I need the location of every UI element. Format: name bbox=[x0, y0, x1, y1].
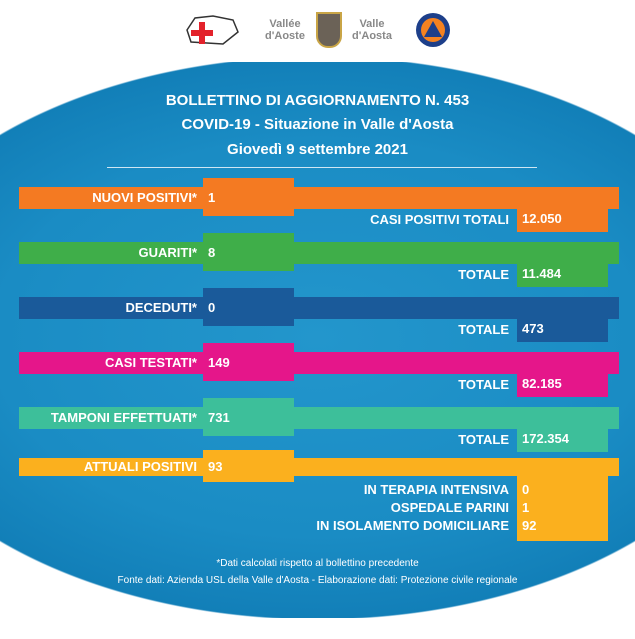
value-box bbox=[203, 178, 294, 216]
detail-value: 0 bbox=[522, 482, 530, 497]
total-box bbox=[517, 207, 608, 232]
detail-label: IN ISOLAMENTO DOMICILIARE bbox=[316, 518, 509, 533]
row-bar bbox=[19, 242, 619, 264]
row-label: GUARITI* bbox=[138, 245, 198, 260]
row-bar bbox=[19, 407, 619, 429]
row-bar bbox=[19, 458, 619, 476]
value-box bbox=[203, 343, 294, 381]
civil-protection-icon bbox=[415, 12, 451, 50]
value-box bbox=[203, 233, 294, 271]
row-bar bbox=[19, 352, 619, 374]
detail-value: 1 bbox=[522, 500, 530, 515]
logo-bar: Vallée d'Aoste Valle d'Aosta bbox=[0, 0, 635, 62]
detail-label: OSPEDALE PARINI bbox=[390, 500, 509, 515]
vda-it-logo: Valle d'Aosta bbox=[342, 18, 402, 42]
footnote: *Dati calcolati rispetto al bollettino p… bbox=[216, 558, 419, 569]
detail-label: IN TERAPIA INTENSIVA bbox=[363, 482, 509, 497]
row-value: 0 bbox=[208, 300, 216, 315]
value-box bbox=[203, 450, 294, 482]
coat-of-arms-icon bbox=[316, 12, 342, 48]
total-label: TOTALE bbox=[458, 432, 509, 447]
total-value: 11.484 bbox=[522, 266, 562, 281]
row-value: 731 bbox=[208, 410, 230, 425]
source-note: Fonte dati: Azienda USL della Valle d'Ao… bbox=[117, 575, 518, 586]
total-value: 12.050 bbox=[522, 211, 562, 226]
row-value: 1 bbox=[208, 190, 216, 205]
detail-box bbox=[517, 474, 608, 541]
logo-text: Valle d'Aosta bbox=[352, 18, 392, 42]
logo-text: Vallée d'Aoste bbox=[265, 18, 305, 42]
row-bar bbox=[19, 187, 619, 209]
detail-value: 92 bbox=[522, 518, 537, 533]
usl-logo bbox=[183, 10, 243, 48]
total-value: 172.354 bbox=[522, 431, 569, 446]
vda-fr-logo: Vallée d'Aoste bbox=[255, 18, 315, 42]
attuali-value: 93 bbox=[208, 459, 223, 474]
row-label: NUOVI POSITIVI* bbox=[92, 190, 197, 205]
total-box bbox=[517, 372, 608, 397]
total-box bbox=[517, 317, 608, 342]
row-bar bbox=[19, 297, 619, 319]
row-label: CASI TESTATI* bbox=[105, 355, 197, 370]
total-label: CASI POSITIVI TOTALI bbox=[370, 212, 509, 227]
bulletin-title: BOLLETTINO DI AGGIORNAMENTO N. 453 bbox=[165, 92, 470, 109]
total-label: TOTALE bbox=[458, 267, 509, 282]
bulletin-subtitle: COVID-19 - Situazione in Valle d'Aosta bbox=[181, 116, 454, 133]
value-box bbox=[203, 398, 294, 436]
total-box bbox=[517, 262, 608, 287]
value-box bbox=[203, 288, 294, 326]
row-label: DECEDUTI* bbox=[125, 300, 197, 315]
total-box bbox=[517, 427, 608, 452]
total-label: TOTALE bbox=[458, 377, 509, 392]
bulletin-date: Giovedì 9 settembre 2021 bbox=[227, 141, 408, 158]
total-value: 473 bbox=[522, 321, 544, 336]
row-value: 8 bbox=[208, 245, 216, 260]
divider bbox=[107, 167, 537, 168]
total-value: 82.185 bbox=[522, 376, 562, 391]
row-label: TAMPONI EFFETTUATI* bbox=[50, 410, 197, 425]
attuali-label: ATTUALI POSITIVI bbox=[83, 459, 197, 474]
row-value: 149 bbox=[208, 355, 230, 370]
total-label: TOTALE bbox=[458, 322, 509, 337]
